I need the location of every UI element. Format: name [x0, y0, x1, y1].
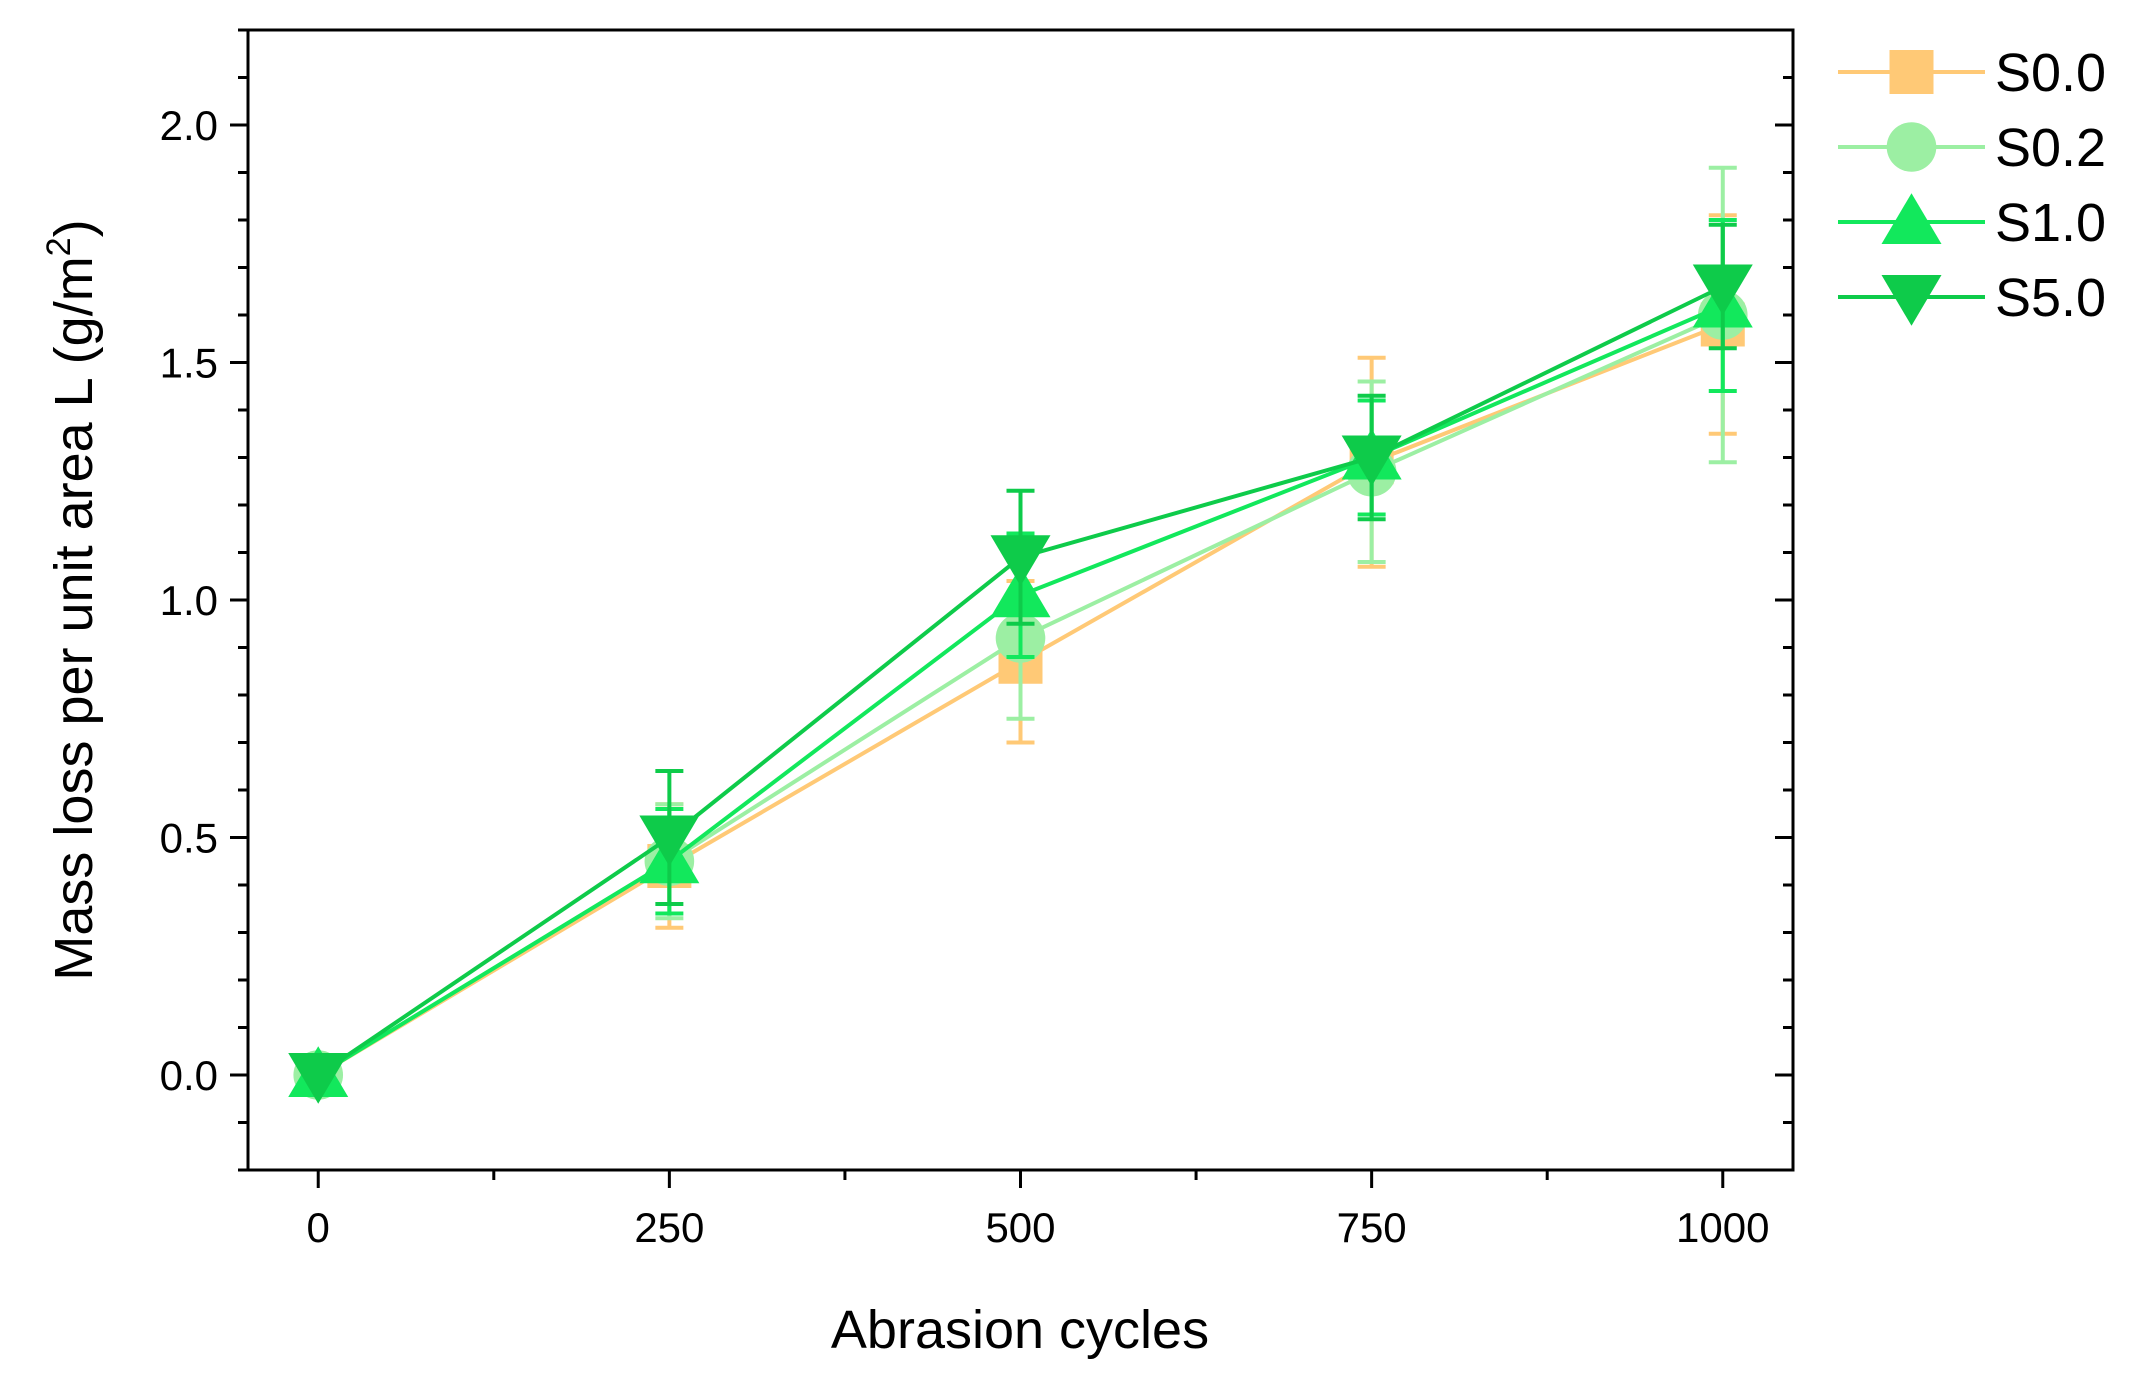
legend-item-S1.0: S1.0 — [1838, 193, 2106, 253]
x-tick-label: 500 — [985, 1204, 1055, 1251]
y-tick-label: 0.0 — [160, 1052, 218, 1099]
data-point — [1341, 435, 1402, 487]
y-axis-title-close: ) — [44, 219, 104, 237]
y-axis-title-superscript: 2 — [40, 237, 78, 256]
x-tick-label: 0 — [307, 1204, 330, 1251]
y-axis-title: Mass loss per unit area L (g/m2) — [40, 219, 104, 980]
legend-label: S0.2 — [1995, 118, 2106, 178]
legend-label: S0.0 — [1995, 43, 2106, 103]
series-S1.0 — [288, 218, 1753, 1097]
series-S5.0 — [288, 222, 1753, 1104]
legend-label: S1.0 — [1995, 193, 2106, 253]
data-point — [288, 1053, 349, 1104]
data-point — [1692, 264, 1753, 316]
legend-item-S5.0: S5.0 — [1838, 268, 2106, 328]
legend-marker — [1881, 193, 1942, 244]
y-tick-label: 1.0 — [160, 577, 218, 624]
legend-item-S0.2: S0.2 — [1838, 118, 2106, 178]
y-tick-label: 0.5 — [160, 815, 218, 862]
data-point — [990, 535, 1051, 587]
legend-marker — [1881, 275, 1942, 326]
legend: S0.0 S0.2 S1.0 S5.0 — [1838, 43, 2106, 328]
legend-marker — [1886, 122, 1937, 172]
axes-layer: 0 250 500 750 1000 0.0 0.5 1.0 1.5 2.0 — [160, 28, 1793, 1251]
data-point — [639, 815, 700, 867]
x-tick-label: 1000 — [1676, 1204, 1769, 1251]
x-tick-label: 250 — [634, 1204, 704, 1251]
x-tick-label: 750 — [1337, 1204, 1407, 1251]
legend-marker — [1889, 50, 1934, 94]
legend-label: S5.0 — [1995, 268, 2106, 328]
y-tick-label: 2.0 — [160, 102, 218, 149]
x-axis-title: Abrasion cycles — [831, 1300, 1209, 1360]
series-layer — [288, 165, 1753, 1104]
y-axis-title-main: Mass loss per unit area L (g/m — [44, 256, 104, 980]
y-tick-label: 1.5 — [160, 340, 218, 387]
legend-item-S0.0: S0.0 — [1838, 43, 2106, 103]
